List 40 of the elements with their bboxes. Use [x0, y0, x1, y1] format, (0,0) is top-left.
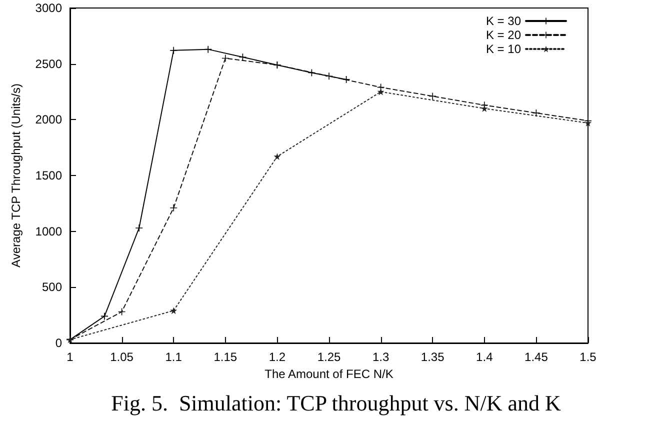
point — [136, 224, 143, 232]
x-tick-label: 1.35 — [420, 350, 445, 364]
caption: Fig. 5. Simulation: TCP throughput vs. N/K and K — [111, 390, 562, 416]
x-tick-label: 1.2 — [268, 350, 286, 364]
y-tick-label: 1500 — [35, 168, 62, 182]
point — [222, 54, 229, 62]
y-tick-label: 1000 — [35, 224, 62, 238]
x-tick-label: 1.15 — [214, 350, 238, 364]
point — [342, 76, 350, 83]
y-tick-label: 2500 — [35, 56, 62, 71]
x-tick-label: 1.45 — [524, 350, 548, 364]
point — [429, 92, 436, 100]
legend-label: K = 10 — [486, 42, 522, 56]
x-tick-label: 1.3 — [372, 350, 390, 364]
x-tick-label: 1.4 — [476, 350, 494, 364]
point — [239, 54, 246, 61]
x-tick-label: 1.05 — [110, 350, 134, 364]
legend-label: K = 30 — [486, 14, 522, 28]
x-tick-label: 1.25 — [317, 350, 341, 364]
y-tick-label: 0 — [55, 336, 62, 350]
point — [170, 204, 178, 212]
point — [170, 307, 178, 314]
point — [480, 105, 488, 112]
x-tick-label: 1 — [66, 350, 74, 364]
y-tick-label: 2000 — [35, 112, 62, 127]
x-axis-title: The Amount of FEC N/K — [264, 366, 394, 381]
point — [584, 120, 592, 127]
point — [532, 109, 540, 116]
point — [326, 72, 332, 80]
point — [170, 46, 178, 54]
y-axis-title: Average TCP Throughput (Units/s) — [9, 84, 23, 268]
point — [204, 46, 212, 53]
legend-label: K = 20 — [486, 28, 522, 42]
point — [377, 88, 384, 96]
x-tick-label: 1.1 — [165, 350, 182, 364]
x-tick-label: 1.5 — [580, 350, 597, 364]
y-tick-label: 3000 — [35, 1, 62, 15]
y-tick-label: 500 — [42, 280, 62, 294]
point — [101, 312, 108, 320]
point — [274, 153, 281, 160]
